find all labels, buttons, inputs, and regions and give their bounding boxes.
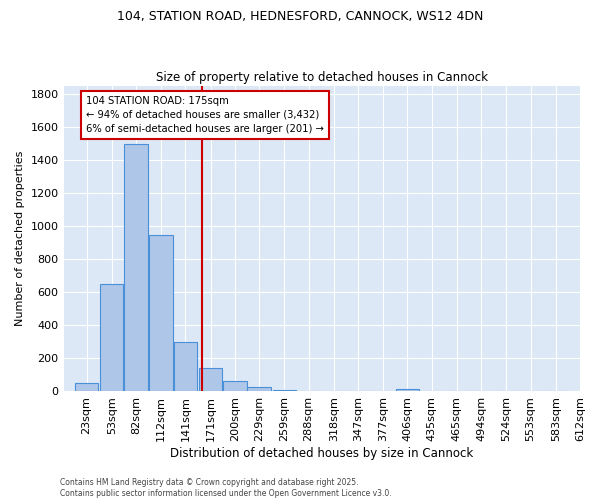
Y-axis label: Number of detached properties: Number of detached properties (15, 151, 25, 326)
Bar (272, 390, 296, 392)
Text: 104, STATION ROAD, HEDNESFORD, CANNOCK, WS12 4DN: 104, STATION ROAD, HEDNESFORD, CANNOCK, … (117, 10, 483, 23)
Bar (396, 389, 419, 392)
Text: Contains HM Land Registry data © Crown copyright and database right 2025.
Contai: Contains HM Land Registry data © Crown c… (60, 478, 392, 498)
Title: Size of property relative to detached houses in Cannock: Size of property relative to detached ho… (156, 70, 488, 84)
X-axis label: Distribution of detached houses by size in Cannock: Distribution of detached houses by size … (170, 447, 473, 460)
Bar (297, 390, 320, 392)
Bar (149, 234, 173, 392)
Bar (174, 342, 197, 392)
Bar (75, 383, 98, 392)
Bar (100, 284, 124, 392)
Bar (247, 388, 271, 392)
Bar (199, 368, 222, 392)
Text: 104 STATION ROAD: 175sqm
← 94% of detached houses are smaller (3,432)
6% of semi: 104 STATION ROAD: 175sqm ← 94% of detach… (86, 96, 324, 134)
Bar (223, 380, 247, 392)
Bar (124, 144, 148, 392)
